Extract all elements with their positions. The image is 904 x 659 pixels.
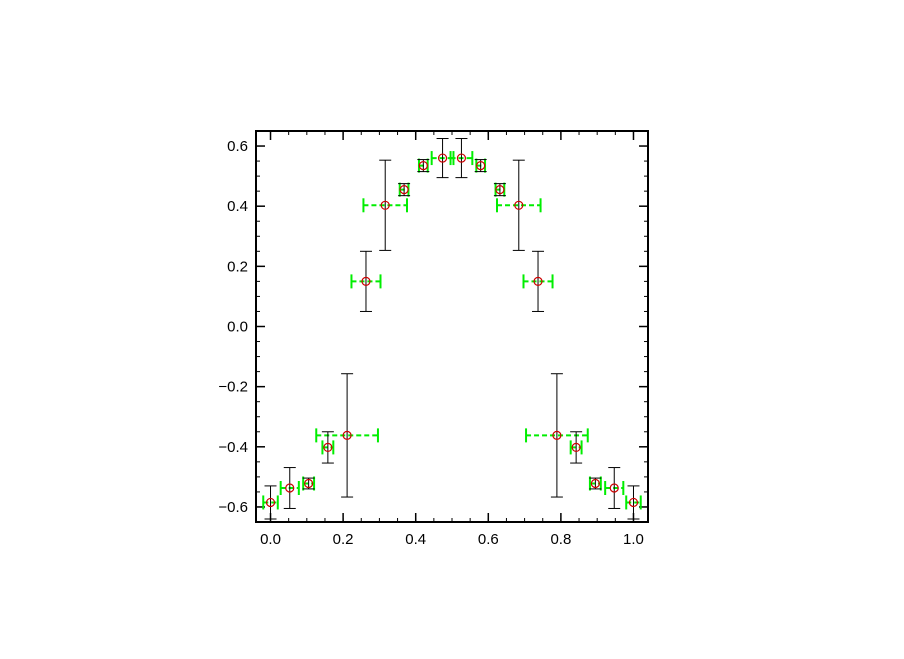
- x-tick-label: 0.0: [260, 531, 281, 548]
- x-tick-label: 1.0: [623, 531, 644, 548]
- y-tick-label: 0.4: [227, 198, 248, 215]
- data-point: [399, 185, 409, 195]
- data-point: [590, 478, 600, 489]
- data-point: [285, 483, 295, 493]
- data-markers: [265, 153, 639, 508]
- data-point: [495, 185, 505, 195]
- data-point: [304, 478, 314, 489]
- data-point: [552, 430, 562, 440]
- data-point: [265, 497, 276, 508]
- data-point: [380, 200, 390, 210]
- y-tick-label: 0.0: [227, 319, 248, 336]
- data-point: [342, 430, 352, 440]
- x-tick-label: 0.6: [478, 531, 499, 548]
- data-point: [456, 153, 467, 163]
- data-point: [476, 160, 486, 171]
- x-tick-label: 0.8: [550, 531, 571, 548]
- y-tick-label: −0.4: [218, 439, 248, 456]
- x-error-bars: [262, 151, 642, 510]
- data-point: [323, 442, 333, 453]
- data-point: [571, 442, 581, 453]
- x-tick-labels: 0.0 0.2 0.4 0.6 0.8 1.0: [260, 531, 644, 548]
- x-tick-label: 0.4: [405, 531, 426, 548]
- data-point: [361, 276, 371, 286]
- data-point: [418, 160, 428, 171]
- axis-ticks: [256, 130, 648, 523]
- data-point: [437, 153, 448, 163]
- data-point: [609, 483, 619, 493]
- y-tick-label: −0.2: [218, 379, 248, 396]
- data-point: [533, 276, 543, 286]
- data-point: [514, 200, 524, 210]
- x-tick-label: 0.2: [333, 531, 354, 548]
- y-tick-label: 0.6: [227, 138, 248, 155]
- plot-frame: [255, 130, 649, 523]
- y-tick-label: −0.6: [218, 499, 248, 516]
- y-tick-label: 0.2: [227, 258, 248, 275]
- data-point: [628, 497, 639, 508]
- y-error-bars: [264, 138, 640, 520]
- y-tick-labels: −0.6 −0.4 −0.2 0.0 0.2 0.4 0.6: [218, 138, 248, 516]
